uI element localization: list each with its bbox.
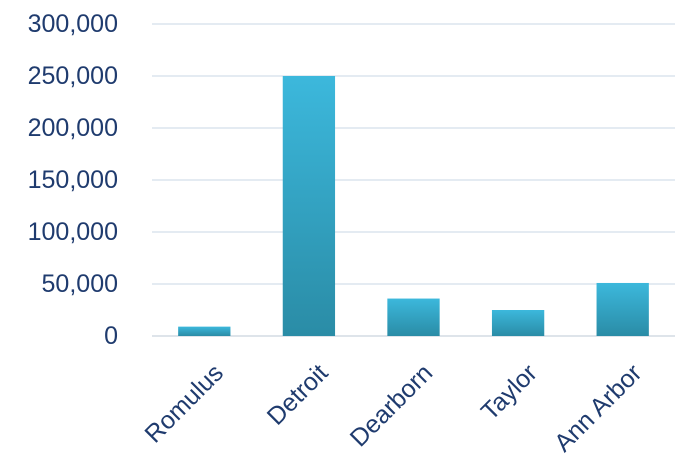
x-axis-category-labels: Romulus Detroit Dearborn Taylor Ann Arbor xyxy=(139,359,647,457)
y-tick-label: 200,000 xyxy=(28,114,118,142)
y-tick-label: 150,000 xyxy=(28,166,118,194)
y-tick-label: 100,000 xyxy=(28,218,118,246)
x-tick-label: Taylor xyxy=(476,359,543,426)
bar-romulus xyxy=(178,326,231,336)
x-tick-label: Dearborn xyxy=(345,359,439,453)
y-tick-label: 50,000 xyxy=(42,270,118,298)
y-tick-label: 0 xyxy=(104,322,118,350)
y-tick-label: 250,000 xyxy=(28,62,118,90)
bar-taylor xyxy=(491,310,545,336)
x-tick-label: Ann Arbor xyxy=(549,359,647,457)
x-tick-label: Romulus xyxy=(139,359,229,449)
grid-lines xyxy=(152,23,675,337)
bar-ann-arbor xyxy=(596,282,649,336)
bars xyxy=(178,76,649,336)
x-tick-label: Detroit xyxy=(262,359,334,431)
y-tick-label: 300,000 xyxy=(28,10,118,38)
bar-detroit xyxy=(282,76,336,336)
bar-dearborn xyxy=(387,298,440,336)
y-axis-tick-labels: 0 50,000 100,000 150,000 200,000 250,000 300,0… xyxy=(28,10,118,350)
